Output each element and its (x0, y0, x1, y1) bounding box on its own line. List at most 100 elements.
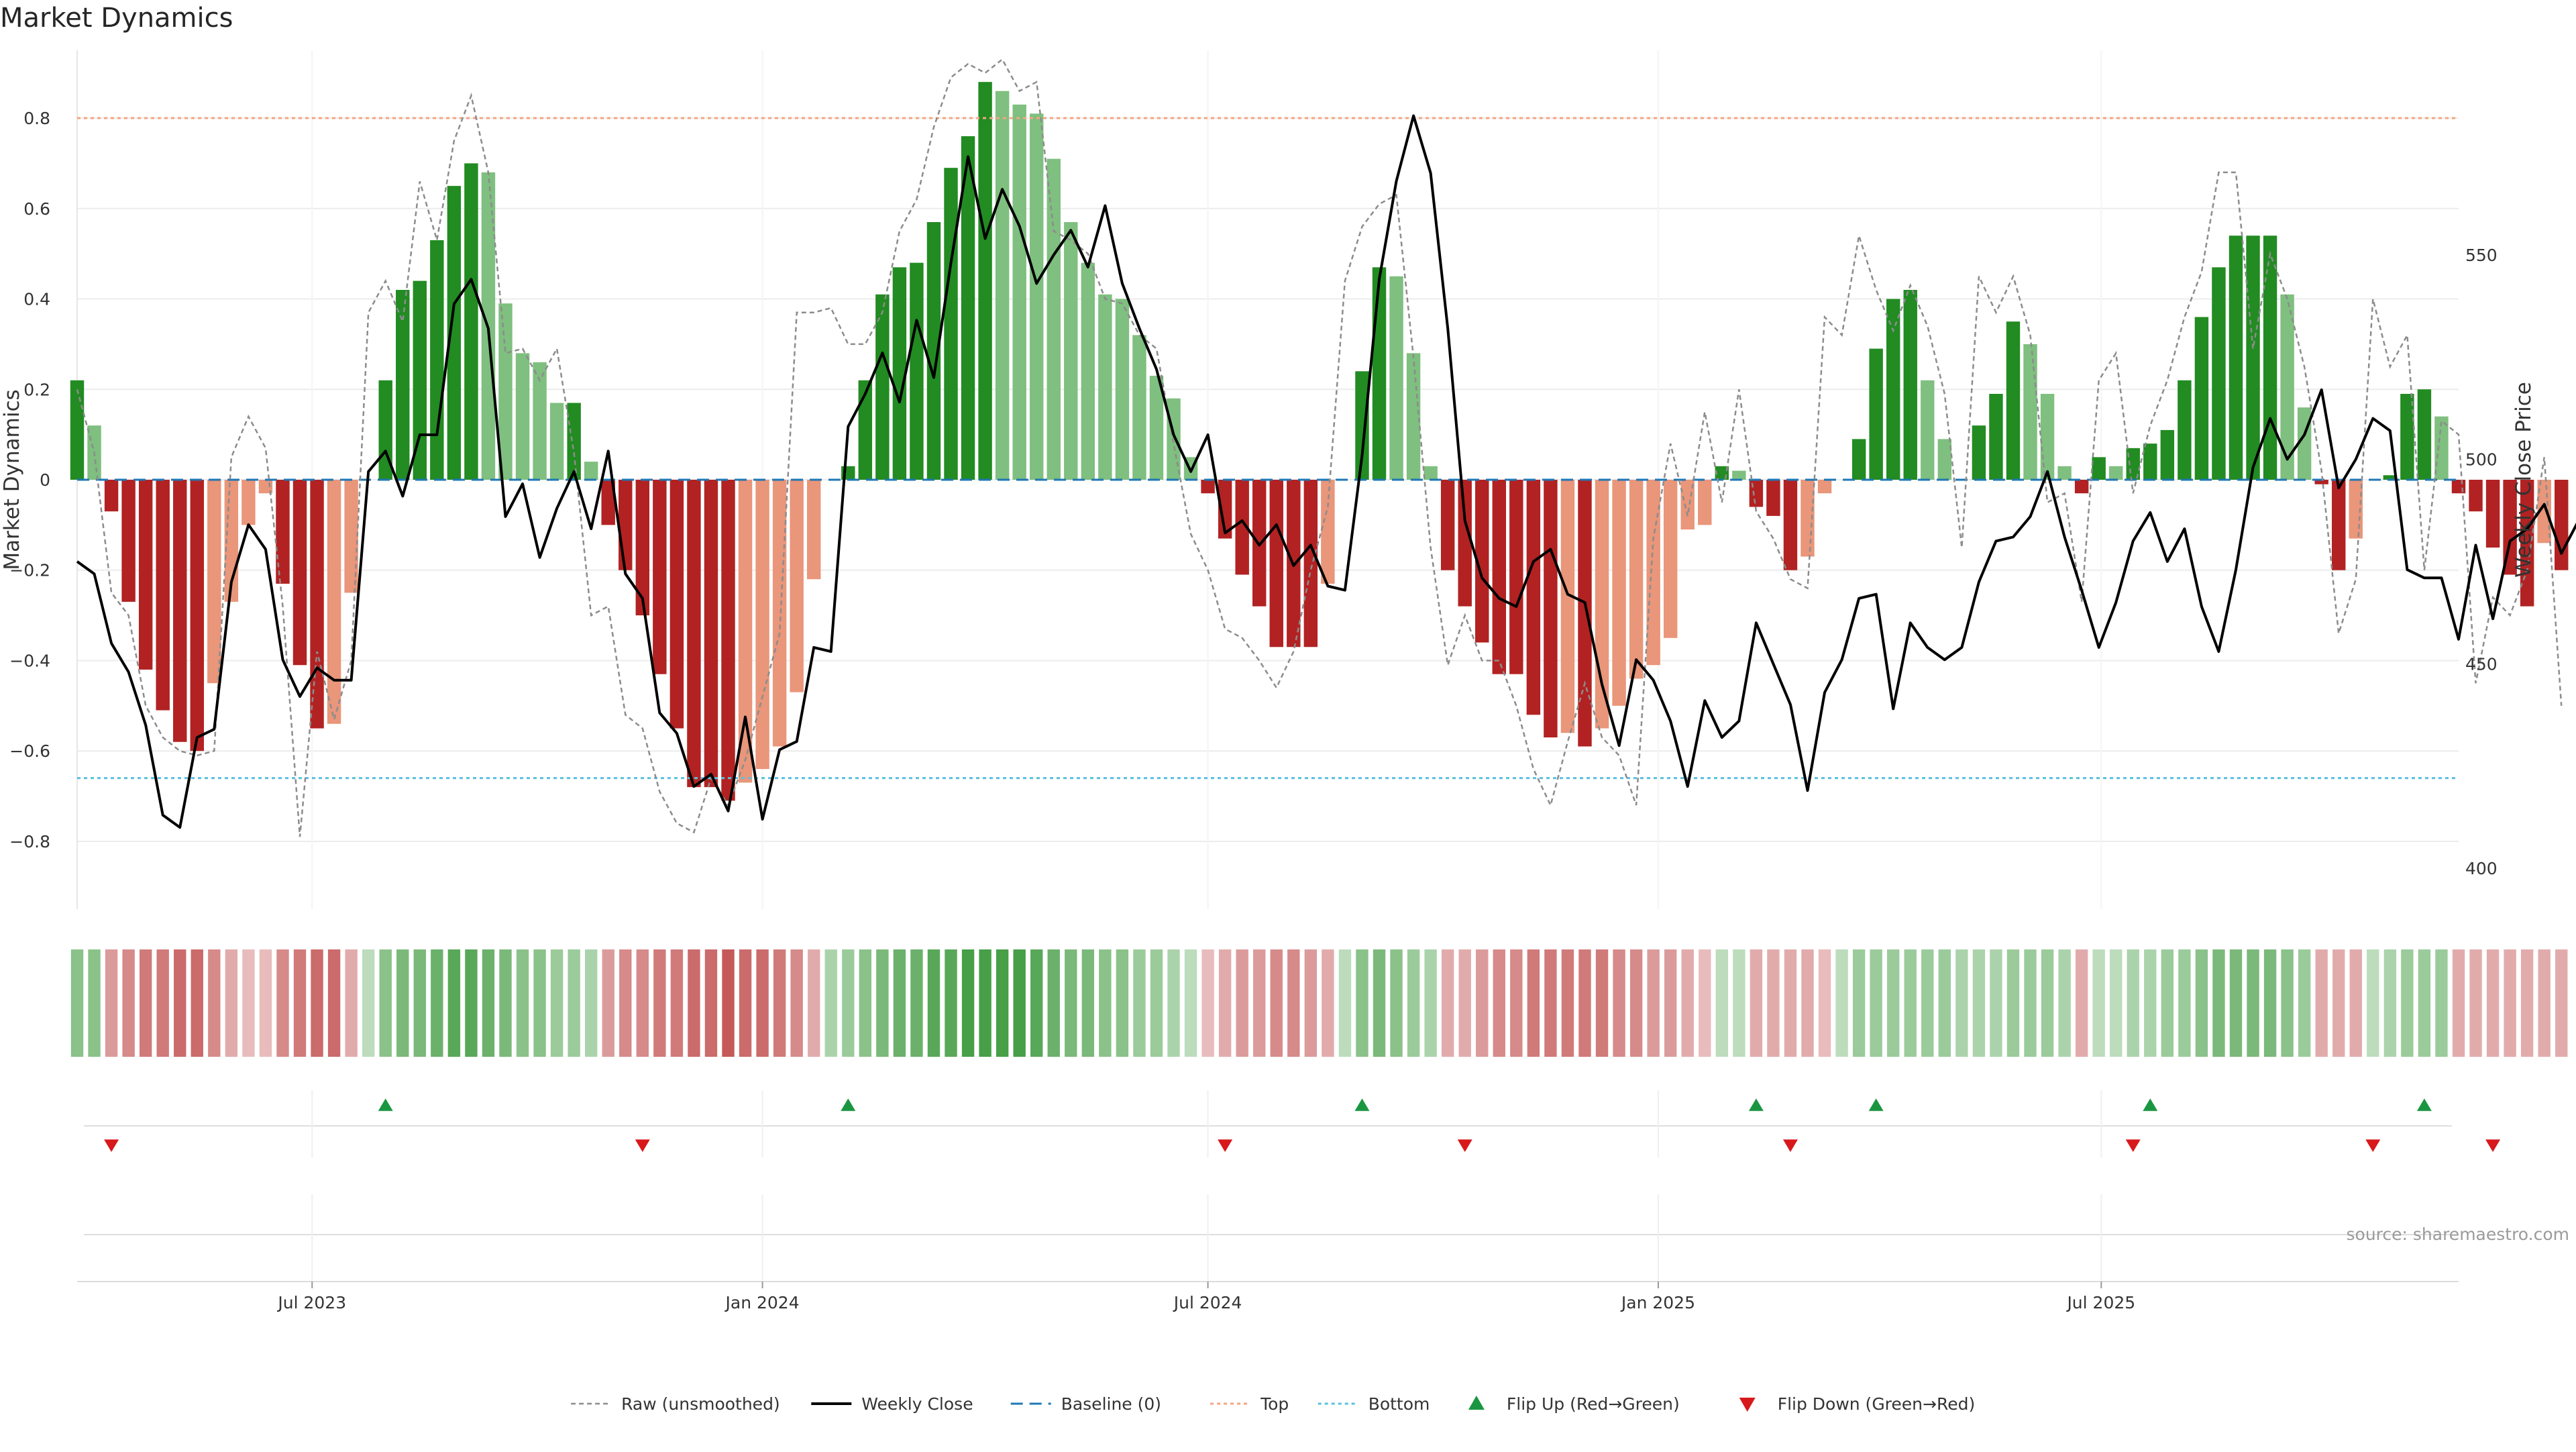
regime-cell (636, 949, 649, 1057)
dynamics-bar (344, 480, 358, 593)
dynamics-bar (687, 480, 701, 788)
regime-cell (1287, 949, 1300, 1057)
regime-cell (1373, 949, 1386, 1057)
dynamics-bar (1269, 480, 1283, 647)
dynamics-bar (2108, 466, 2123, 480)
regime-cell (174, 949, 186, 1057)
dynamics-bar (1817, 480, 1832, 494)
y-tick-label: −0.2 (9, 561, 50, 580)
regime-cell (1578, 949, 1591, 1057)
flip-down-marker (1782, 1139, 1798, 1152)
dynamics-bar (2040, 394, 2055, 480)
dynamics-bar (653, 480, 667, 674)
flip-up-marker (841, 1098, 856, 1111)
regime-cell (1458, 949, 1471, 1057)
weekly-close-line (76, 114, 2576, 829)
regime-cell (2486, 949, 2500, 1057)
regime-cell (1715, 949, 1728, 1057)
regime-cell (431, 949, 443, 1057)
y2-tick-label: 450 (2465, 654, 2498, 674)
flip-up-marker (1748, 1098, 1764, 1111)
legend-item-baseline: Baseline (0) (1010, 1394, 1161, 1414)
regime-cell (1150, 949, 1163, 1057)
regime-cell (1184, 949, 1197, 1057)
regime-cell (927, 949, 941, 1057)
regime-cell (499, 949, 512, 1057)
dynamics-bar (1064, 222, 1078, 480)
legend-item-flip_up: Flip Up (Red→Green) (1468, 1394, 1680, 1414)
dynamics-bar (2555, 480, 2569, 570)
dynamics-bar (910, 262, 924, 480)
y-tick-label: −0.8 (9, 832, 50, 851)
regime-cell (1990, 949, 2002, 1057)
dynamics-bar (601, 480, 615, 525)
dynamics-bar (1303, 480, 1318, 647)
dynamics-bar (1903, 290, 1917, 480)
regime-cell (2315, 949, 2328, 1057)
dynamics-bar (241, 480, 256, 525)
dynamics-bar (1749, 480, 1764, 507)
regime-cell (2538, 949, 2551, 1057)
dynamics-bar (1081, 262, 1095, 480)
dynamics-bar (567, 403, 581, 480)
regime-cell (1201, 949, 1214, 1057)
regime-cell (276, 949, 289, 1057)
regime-cell (653, 949, 666, 1057)
x-tick-label: Jul 2025 (2065, 1293, 2135, 1312)
regime-cell (1236, 949, 1248, 1057)
regime-cell (379, 949, 392, 1057)
dynamics-bar (2178, 380, 2192, 480)
regime-cell (1510, 949, 1523, 1057)
dynamics-bar (2229, 236, 2243, 480)
dynamics-bar (2160, 429, 2175, 480)
regime-cell (1904, 949, 1917, 1057)
dynamics-bar (2092, 457, 2106, 480)
dynamics-bar (121, 480, 136, 602)
dynamics-bar (806, 480, 821, 580)
dynamics-bar (995, 91, 1010, 480)
dynamics-bar (1972, 425, 1986, 480)
chart-title: Market Dynamics (0, 3, 233, 34)
dynamics-bar (1475, 480, 1489, 643)
regime-cell (1870, 949, 1882, 1057)
dynamics-bar (2314, 480, 2328, 484)
flip-down-marker (1218, 1139, 1233, 1152)
dynamics-bar (1544, 480, 1558, 737)
regime-cell (2520, 949, 2534, 1057)
regime-cell (2332, 949, 2345, 1057)
regime-cell (2144, 949, 2157, 1057)
dynamics-bar (1921, 380, 1935, 480)
regime-cell (2281, 949, 2294, 1057)
regime-cell (910, 949, 923, 1057)
regime-cell (293, 949, 307, 1057)
dynamics-bar (2246, 236, 2260, 480)
regime-cell (2418, 949, 2431, 1057)
regime-cell (2058, 949, 2071, 1057)
dynamics-bar (190, 480, 204, 751)
regime-cell (2349, 949, 2362, 1057)
dynamics-bar (875, 294, 890, 480)
dynamics-bar (1578, 480, 1592, 747)
regime-cell (1270, 949, 1283, 1057)
y-tick-label: 0.6 (23, 199, 50, 219)
dynamics-bar (1612, 480, 1626, 706)
dynamics-bar (1801, 480, 1815, 557)
regime-cell (2367, 949, 2379, 1057)
regime-cell (824, 949, 837, 1057)
dynamics-bar (858, 380, 873, 480)
regime-cell (362, 949, 375, 1057)
regime-cell (1527, 949, 1540, 1057)
dynamics-bar (138, 480, 153, 670)
regime-cell (139, 949, 152, 1057)
legend-label: Weekly Close (861, 1394, 973, 1414)
dynamics-bar (1424, 466, 1438, 480)
regime-cell (1322, 949, 1334, 1057)
regime-cell (584, 949, 598, 1057)
regime-cell (1561, 949, 1574, 1057)
regime-cell (105, 949, 118, 1057)
dynamics-bar (327, 480, 341, 724)
legend-swatch (1739, 1398, 1756, 1412)
regime-cell (447, 949, 461, 1057)
